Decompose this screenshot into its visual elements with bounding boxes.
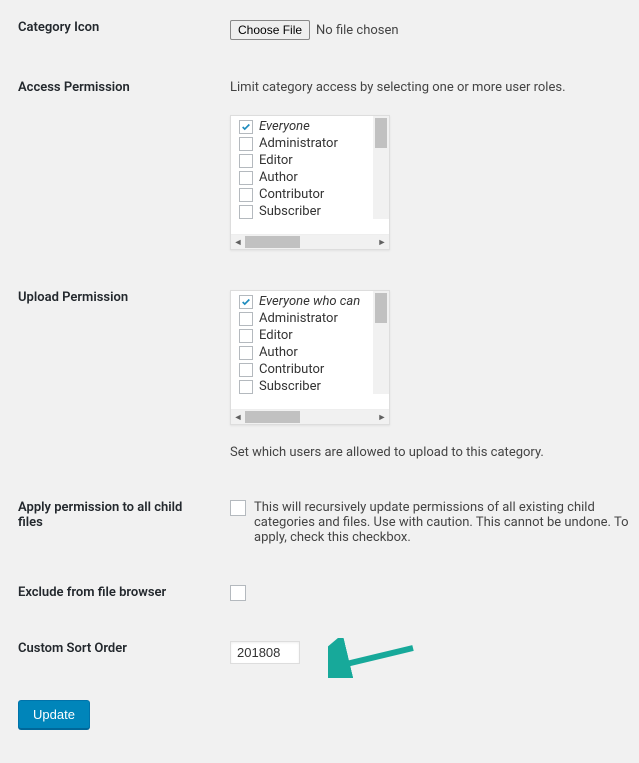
file-status-text: No file chosen	[316, 23, 399, 38]
checkbox-icon[interactable]	[239, 137, 253, 151]
role-label: Author	[259, 170, 298, 185]
upload-permission-label: Upload Permission	[0, 270, 220, 480]
role-label: Contributor	[259, 187, 324, 202]
role-row: Editor	[231, 327, 389, 344]
role-row: Contributor	[231, 361, 389, 378]
access-permission-listbox[interactable]: Everyone Administrator Editor Author Con…	[230, 115, 390, 250]
access-permission-label: Access Permission	[0, 60, 220, 270]
upload-permission-description: Set which users are allowed to upload to…	[230, 445, 629, 460]
checkbox-icon[interactable]	[239, 205, 253, 219]
checkbox-icon[interactable]	[239, 154, 253, 168]
horizontal-scrollbar[interactable]: ◄ ►	[231, 234, 389, 249]
role-label: Everyone	[259, 119, 310, 134]
upload-permission-listbox[interactable]: Everyone who can Administrator Editor Au…	[230, 290, 390, 425]
custom-sort-input[interactable]	[230, 641, 300, 664]
custom-sort-label: Custom Sort Order	[0, 621, 220, 684]
role-row: Everyone	[231, 118, 389, 135]
checkbox-icon[interactable]	[239, 171, 253, 185]
role-label: Contributor	[259, 362, 324, 377]
role-label: Author	[259, 345, 298, 360]
update-button[interactable]: Update	[18, 700, 90, 729]
scroll-left-icon[interactable]: ◄	[231, 235, 245, 249]
category-icon-label: Category Icon	[0, 0, 220, 60]
checkbox-icon[interactable]	[239, 380, 253, 394]
role-row: Editor	[231, 152, 389, 169]
role-label: Everyone who can	[259, 294, 360, 309]
checkbox-icon[interactable]	[239, 363, 253, 377]
vertical-scrollbar[interactable]	[373, 291, 389, 394]
checkbox-icon[interactable]	[239, 295, 253, 309]
apply-children-label: Apply permission to all child files	[0, 480, 220, 565]
role-label: Editor	[259, 153, 293, 168]
access-permission-description: Limit category access by selecting one o…	[230, 80, 629, 95]
checkbox-icon[interactable]	[239, 188, 253, 202]
role-row: Administrator	[231, 310, 389, 327]
checkbox-icon[interactable]	[239, 120, 253, 134]
role-row: Subscriber	[231, 203, 389, 220]
apply-children-description: This will recursively update permissions…	[254, 500, 629, 545]
exclude-label: Exclude from file browser	[0, 565, 220, 621]
role-label: Editor	[259, 328, 293, 343]
checkbox-icon[interactable]	[239, 329, 253, 343]
settings-form-table: Category Icon Choose File No file chosen…	[0, 0, 639, 684]
role-label: Subscriber	[259, 379, 321, 394]
vertical-scrollbar[interactable]	[373, 116, 389, 219]
checkbox-icon[interactable]	[239, 346, 253, 360]
scroll-right-icon[interactable]: ►	[375, 410, 389, 424]
exclude-checkbox[interactable]	[230, 585, 246, 601]
role-label: Administrator	[259, 136, 338, 151]
choose-file-button[interactable]: Choose File	[230, 20, 310, 40]
role-row: Author	[231, 344, 389, 361]
checkbox-icon[interactable]	[239, 312, 253, 326]
apply-children-checkbox[interactable]	[230, 500, 246, 516]
role-row: Subscriber	[231, 378, 389, 395]
role-row: Everyone who can	[231, 293, 389, 310]
role-row: Contributor	[231, 186, 389, 203]
role-label: Administrator	[259, 311, 338, 326]
role-row: Administrator	[231, 135, 389, 152]
scroll-left-icon[interactable]: ◄	[231, 410, 245, 424]
scroll-right-icon[interactable]: ►	[375, 235, 389, 249]
horizontal-scrollbar[interactable]: ◄ ►	[231, 409, 389, 424]
role-row: Author	[231, 169, 389, 186]
role-label: Subscriber	[259, 204, 321, 219]
